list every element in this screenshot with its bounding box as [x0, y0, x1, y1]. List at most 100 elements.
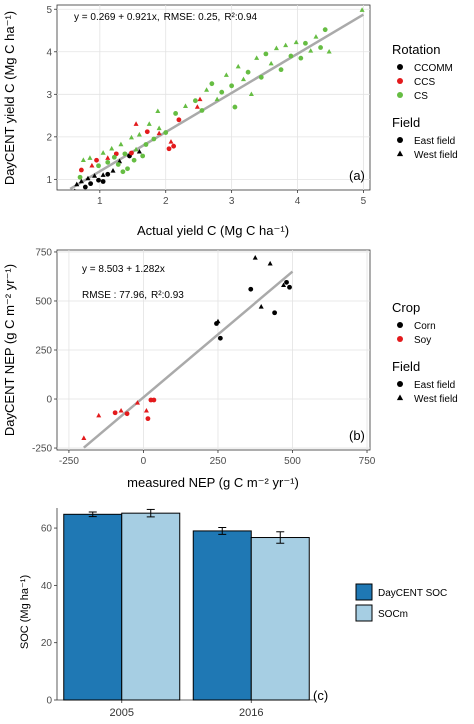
data-point-ccs: [129, 150, 134, 156]
data-point-corn: [267, 260, 273, 266]
data-point-cs: [143, 142, 149, 147]
x-tick-label: 1: [97, 196, 103, 207]
data-point-ccs: [197, 96, 203, 102]
legend-key-triangle: [396, 394, 404, 401]
panel-a-points: [73, 7, 365, 190]
panel-b-stats: RMSE : 77.96, R²:0.93: [82, 290, 184, 301]
data-point-corn: [281, 282, 287, 288]
data-point-cs: [87, 155, 93, 160]
data-point-cs: [313, 34, 319, 39]
data-point-cs: [156, 125, 162, 131]
data-point-cs: [173, 111, 179, 116]
data-point-cs: [288, 53, 294, 59]
data-point-soy: [118, 407, 124, 413]
panel-a: 1 2 3 4 5 1 2 3 4 5 y = 0.269 + 0.921x, RMSE: 0.25…: [2, 4, 458, 238]
y-tick-label: 2: [46, 132, 52, 143]
legend-key-daycent-soc: [355, 583, 373, 601]
data-point-ccomm: [105, 171, 111, 177]
y-tick-label: 40: [41, 581, 53, 592]
data-point-soy: [81, 435, 87, 440]
bar-daycent-soc-2016: [192, 530, 252, 701]
data-point-cs: [128, 134, 134, 140]
data-point-cs: [131, 157, 137, 163]
data-point-cs: [209, 81, 215, 87]
panel-c-ylabel: SOC (Mg ha⁻¹): [19, 575, 31, 649]
y-tick-label: 4: [46, 47, 52, 58]
data-point-cs: [105, 159, 111, 165]
panel-c-legend: DayCENT SOC SOCm: [355, 583, 447, 622]
data-point-cs: [122, 151, 128, 157]
data-point-cs: [146, 121, 152, 126]
y-tick-label: 5: [46, 5, 52, 16]
legend-entry-ccomm: CCOMM: [414, 63, 453, 74]
panel-b-legend: Crop Corn Soy Field East field West field: [392, 300, 458, 405]
data-point-cs: [140, 153, 146, 159]
data-point-cs: [283, 42, 289, 48]
data-point-cs: [214, 96, 220, 102]
bar-daycent-soc-2005: [63, 513, 123, 701]
data-point-cs: [182, 103, 189, 108]
panel-b-points: [81, 255, 292, 440]
data-point-ccs: [94, 157, 99, 163]
legend-shape-title: Field: [392, 115, 420, 130]
panel-b-r2: R²:0.93: [151, 290, 184, 301]
x-tick-label: 0: [141, 456, 147, 467]
x-tick-label: 2005: [110, 707, 134, 719]
data-point-corn: [284, 279, 289, 285]
data-point-ccomm: [92, 173, 98, 178]
panel-a-stats: y = 0.269 + 0.921x, RMSE: 0.25, R²:0.94: [74, 12, 258, 23]
legend-entry-ccs: CCS: [414, 77, 435, 88]
data-point-ccs: [194, 104, 200, 109]
data-point-cs: [115, 162, 121, 167]
data-point-ccs: [144, 129, 150, 135]
y-tick-label: 750: [35, 247, 52, 258]
x-tick-label: 500: [284, 456, 301, 467]
panel-c: 0 20 40 60 2005 2016 (c) SOC (Mg ha⁻¹) DayCEN…: [19, 508, 447, 719]
legend-key-triangle: [396, 150, 404, 157]
data-point-ccs: [168, 139, 174, 144]
legend-key-ccs: [397, 78, 403, 84]
data-point-ccs: [166, 146, 172, 152]
data-point-cs: [133, 146, 139, 152]
data-point-ccomm: [96, 177, 101, 183]
panel-b: -250 0 250 500 750 -250 0 250 500 750 y = 8.503 +…: [2, 247, 458, 490]
data-point-ccs: [89, 162, 95, 168]
data-point-corn: [248, 286, 254, 292]
legend-key-ccomm: [397, 64, 403, 70]
data-point-corn: [287, 284, 292, 290]
legend-entry-circle: East field: [414, 380, 455, 391]
data-point-ccs: [171, 143, 177, 149]
panel-a-label: (a): [349, 168, 365, 183]
data-point-soy: [151, 397, 157, 403]
panel-a-equation: y = 0.269 + 0.921x,: [74, 12, 160, 23]
data-point-ccs: [105, 155, 111, 160]
legend-entry-circle: East field: [414, 136, 455, 147]
data-point-cs: [100, 150, 106, 155]
data-point-cs: [278, 67, 284, 73]
legend-entry-triangle: West field: [414, 394, 458, 405]
legend-entry-soy: Soy: [414, 335, 431, 346]
data-point-cs: [254, 55, 260, 60]
data-point-ccomm: [100, 179, 106, 184]
panel-a-ylabel: DayCENT yield C (Mg C ha⁻¹): [2, 11, 17, 185]
data-point-cs: [235, 63, 241, 69]
y-tick-label: 0: [46, 395, 52, 406]
data-point-ccs: [133, 121, 139, 126]
legend-entry-corn: Corn: [414, 321, 436, 332]
panel-a-rmse: RMSE: 0.25,: [164, 12, 221, 23]
panel-b-label: (b): [349, 428, 365, 443]
panel-b-xlabel: measured NEP (g C m⁻² yr⁻¹): [127, 475, 299, 490]
panel-b-ylabel: DayCENT NEP (g C m⁻² yr⁻¹): [2, 264, 17, 436]
panel-c-label: (c): [313, 688, 328, 703]
x-tick-label: 4: [295, 196, 301, 207]
data-point-cs: [120, 169, 126, 175]
data-point-cs: [232, 104, 238, 110]
data-point-cs: [293, 39, 299, 45]
panel-b-rmse: RMSE : 77.96,: [82, 290, 147, 301]
legend-entry-triangle: West field: [414, 150, 458, 161]
data-point-ccomm: [136, 148, 142, 154]
y-tick-label: 1: [46, 175, 52, 186]
data-point-cs: [192, 98, 198, 104]
bar-socm-2016: [250, 537, 310, 701]
data-point-cs: [229, 83, 235, 89]
